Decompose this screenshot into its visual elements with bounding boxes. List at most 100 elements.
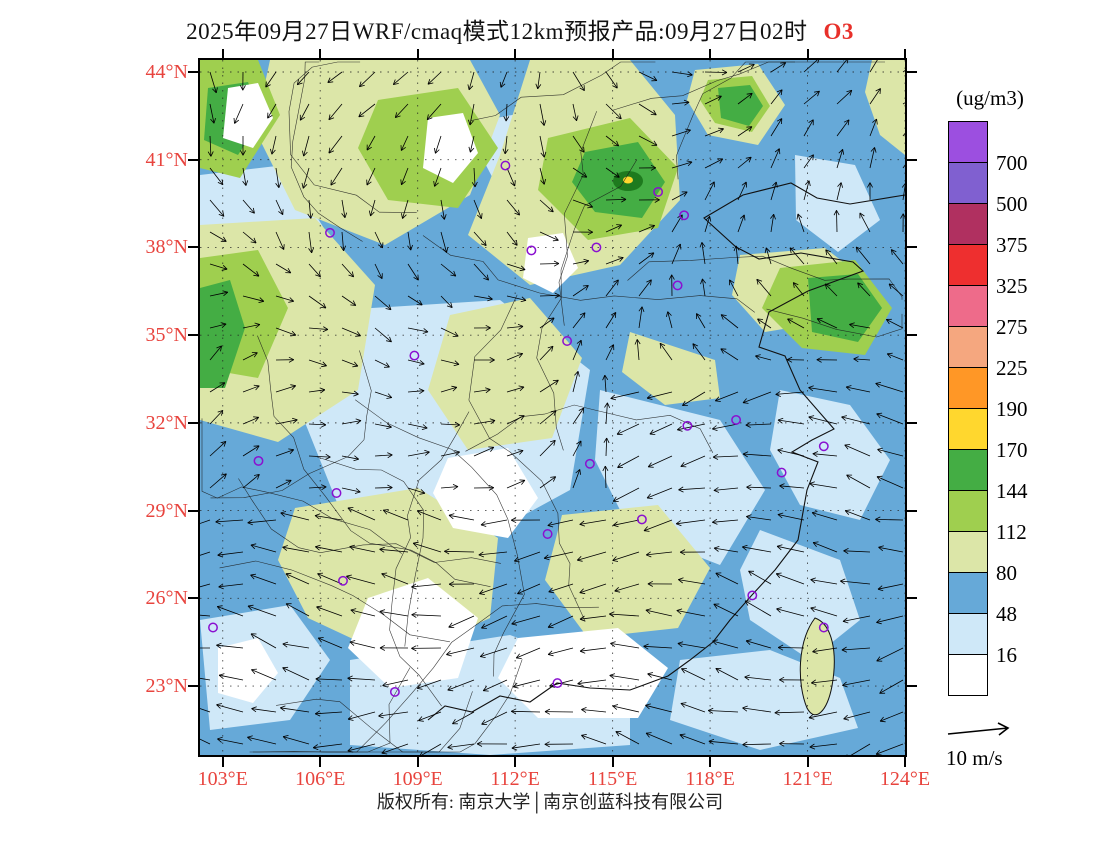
axis-tick xyxy=(319,757,322,767)
station-marker xyxy=(747,590,758,601)
lat-axis-label: 23°N xyxy=(145,675,188,698)
colorbar-value-label: 48 xyxy=(996,602,1017,626)
station-marker xyxy=(731,414,742,425)
station-marker xyxy=(679,210,690,221)
colorbar-value-label: 80 xyxy=(996,561,1017,585)
title-species: O3 xyxy=(823,19,854,44)
axis-tick xyxy=(319,49,322,58)
axis-tick xyxy=(806,49,809,58)
colorbar-value-label: 325 xyxy=(996,274,1028,298)
page-title: 2025年09月27日WRF/cmaq模式12km预报产品:09月27日02时 O… xyxy=(70,12,970,46)
title-main: 2025年09月27日WRF/cmaq模式12km预报产品:09月27日02时 xyxy=(186,19,808,44)
colorbar-box xyxy=(948,203,988,245)
axis-tick xyxy=(188,421,198,424)
axis-tick xyxy=(907,158,917,161)
station-marker xyxy=(672,280,683,291)
station-marker xyxy=(526,245,537,256)
lat-axis-label: 38°N xyxy=(145,236,188,259)
lat-axis-label: 41°N xyxy=(145,148,188,171)
axis-tick xyxy=(907,597,917,600)
station-marker xyxy=(682,420,693,431)
axis-tick xyxy=(188,597,198,600)
wind-reference-arrow-icon xyxy=(947,722,1010,736)
colorbar-box xyxy=(948,449,988,491)
axis-tick xyxy=(907,685,917,688)
lon-axis-label: 124°E xyxy=(879,768,931,790)
lat-axis-label: 35°N xyxy=(145,324,188,347)
colorbar-box xyxy=(948,121,988,163)
station-marker xyxy=(253,455,264,466)
lat-axis-label: 44°N xyxy=(145,60,188,83)
axis-tick xyxy=(188,70,198,73)
coastline xyxy=(427,182,905,721)
axis-tick xyxy=(904,49,907,58)
station-marker xyxy=(636,514,647,525)
colorbar-box xyxy=(948,490,988,532)
axis-tick xyxy=(221,49,224,58)
lat-axis-label: 32°N xyxy=(145,411,188,434)
station-marker xyxy=(591,242,602,253)
lon-axis-label: 112°E xyxy=(490,768,540,790)
colorbar-value-label: 190 xyxy=(996,397,1028,421)
axis-tick xyxy=(904,757,907,767)
copyright-text: 版权所有: 南京大学│南京创蓝科技有限公司 xyxy=(376,792,724,812)
station-marker xyxy=(776,467,787,478)
station-marker xyxy=(208,622,218,633)
lon-axis-label: 118°E xyxy=(685,768,735,790)
province-boundaries xyxy=(201,61,903,753)
axis-tick xyxy=(416,49,419,58)
colorbar-box xyxy=(948,285,988,327)
lon-axis-label: 103°E xyxy=(197,768,248,790)
axis-tick xyxy=(514,757,517,767)
colorbar-box xyxy=(948,244,988,286)
axis-tick xyxy=(188,246,198,249)
station-marker xyxy=(542,529,553,539)
station-marker xyxy=(331,488,342,498)
axis-tick xyxy=(188,334,198,337)
station-marker xyxy=(653,186,664,197)
station-marker xyxy=(562,336,573,346)
station-marker xyxy=(818,622,829,633)
station-marker xyxy=(325,227,335,238)
colorbar-box xyxy=(948,326,988,368)
colorbar-value-label: 500 xyxy=(996,192,1028,216)
colorbar-box xyxy=(948,162,988,204)
colorbar-value-label: 275 xyxy=(996,315,1028,339)
station-markers xyxy=(208,160,829,697)
colorbar xyxy=(948,121,988,696)
station-marker xyxy=(552,678,563,689)
colorbar-unit-label: (ug/m3) xyxy=(956,86,1024,110)
axis-tick xyxy=(611,49,614,58)
colorbar-value-label: 144 xyxy=(996,479,1028,503)
colorbar-value-label: 16 xyxy=(996,643,1017,667)
wind-vector-field xyxy=(200,60,905,755)
axis-tick xyxy=(907,246,917,249)
o3-field-fill xyxy=(200,60,905,755)
axis-tick xyxy=(188,685,198,688)
colorbar-box xyxy=(948,367,988,409)
axis-tick xyxy=(416,757,419,767)
latlon-gridlines xyxy=(200,60,905,755)
axis-tick xyxy=(611,757,614,767)
colorbar-box xyxy=(948,531,988,573)
station-marker xyxy=(500,160,511,171)
station-marker xyxy=(409,350,420,361)
axis-tick xyxy=(709,757,712,767)
axis-tick xyxy=(907,509,917,512)
lat-axis-label: 29°N xyxy=(145,499,188,522)
colorbar-value-label: 112 xyxy=(996,520,1027,544)
colorbar-value-label: 225 xyxy=(996,356,1028,380)
wind-reference: 10 m/s xyxy=(946,722,1046,771)
axis-tick xyxy=(709,49,712,58)
colorbar-value-label: 700 xyxy=(996,151,1028,175)
colorbar-box xyxy=(948,572,988,614)
axis-tick xyxy=(188,158,198,161)
map-frame xyxy=(198,58,907,757)
axis-tick xyxy=(188,509,198,512)
colorbar-box xyxy=(948,408,988,450)
lat-axis-label: 26°N xyxy=(145,587,188,610)
colorbar-value-label: 170 xyxy=(996,438,1028,462)
axis-tick xyxy=(806,757,809,767)
station-marker xyxy=(338,575,348,586)
